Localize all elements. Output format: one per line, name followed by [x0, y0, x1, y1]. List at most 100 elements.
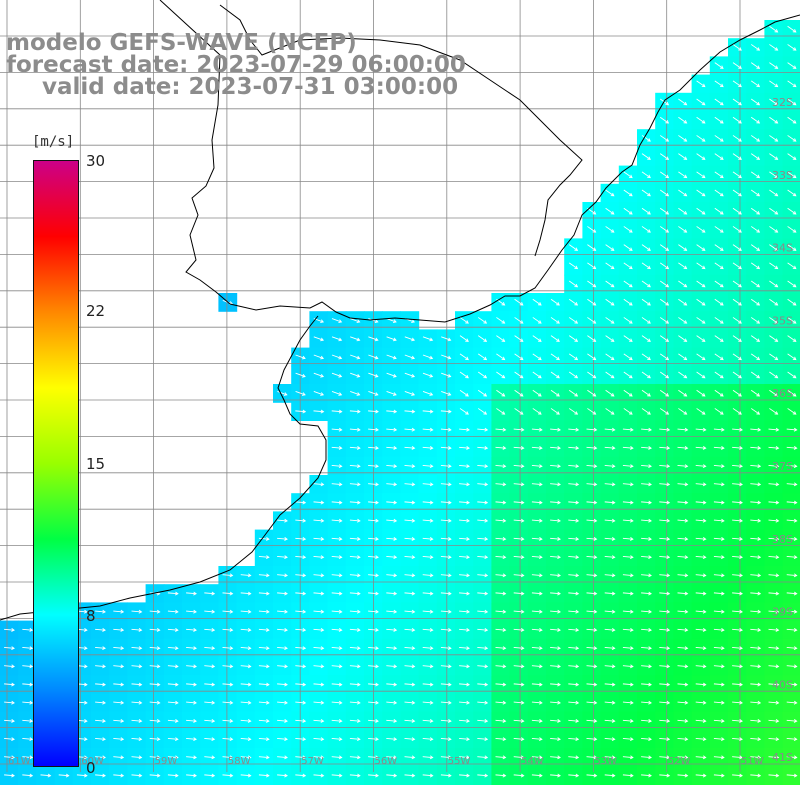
wind-arrow — [750, 335, 760, 342]
wind-arrow-head — [265, 646, 270, 651]
wind-arrow-head — [102, 737, 106, 742]
wind-arrow — [678, 226, 687, 233]
wind-arrow — [331, 501, 342, 504]
wind-arrow-head — [719, 83, 724, 88]
wind-arrow-head — [466, 719, 470, 723]
wind-arrow-head — [392, 373, 397, 378]
wind-arrow-head — [520, 682, 525, 687]
wind-arrow — [605, 353, 615, 360]
wind-arrow — [4, 628, 15, 631]
wind-arrow-head — [593, 500, 598, 505]
wind-arrow — [331, 336, 342, 341]
wind-arrow-head — [575, 700, 580, 705]
wind-arrow — [258, 701, 269, 704]
wind-arrow — [440, 628, 451, 631]
wind-arrow-head — [611, 628, 616, 632]
wind-arrow-head — [484, 518, 489, 523]
wind-arrow — [641, 701, 652, 704]
wind-arrow-head — [611, 427, 616, 432]
wind-arrow — [495, 701, 506, 704]
wind-arrow-head — [138, 682, 143, 687]
wind-arrow-head — [720, 664, 725, 669]
wind-arrow-head — [11, 700, 15, 705]
wind-arrow — [732, 135, 742, 142]
wind-arrow-head — [701, 192, 706, 197]
wind-arrow — [331, 647, 342, 649]
wind-arrow — [659, 226, 669, 233]
wind-arrow — [678, 116, 687, 124]
wind-arrow — [331, 628, 342, 631]
wind-arrow-head — [774, 338, 779, 342]
wind-arrow — [22, 774, 33, 777]
wind-arrow — [313, 683, 324, 686]
wind-arrow-head — [666, 591, 671, 596]
wind-arrow-head — [719, 247, 724, 251]
wind-arrow-head — [83, 646, 88, 651]
wind-arrow-head — [393, 755, 398, 760]
wind-arrow — [695, 446, 706, 449]
wind-arrow — [295, 537, 306, 540]
wind-arrow — [678, 389, 687, 397]
wind-arrow-head — [666, 646, 671, 651]
wind-arrow — [513, 465, 524, 467]
wind-arrow — [349, 574, 360, 576]
coastline — [159, 0, 800, 323]
wind-arrow-head — [775, 664, 780, 669]
wind-arrow — [750, 701, 761, 704]
wind-arrow-head — [647, 174, 651, 179]
wind-arrow-head — [774, 120, 779, 124]
wind-arrow — [459, 683, 470, 686]
wind-arrow-head — [320, 373, 325, 378]
wind-arrow — [313, 665, 324, 667]
wind-arrow — [58, 774, 69, 777]
wind-arrow-head — [466, 573, 470, 578]
wind-arrow — [623, 226, 633, 233]
wind-arrow-head — [756, 356, 761, 361]
wind-arrow — [386, 446, 397, 449]
wind-arrow — [604, 465, 615, 467]
wind-arrow-head — [757, 464, 762, 469]
wind-arrow-head — [447, 500, 452, 505]
wind-arrow-head — [775, 446, 780, 450]
wind-arrow — [131, 665, 142, 667]
wind-arrow-head — [520, 773, 525, 778]
wind-arrow — [641, 756, 652, 758]
wind-arrow — [349, 738, 360, 740]
wind-arrow — [277, 701, 288, 704]
wind-arrow-head — [465, 338, 469, 342]
wind-arrow — [149, 774, 160, 777]
wind-arrow — [659, 610, 670, 613]
wind-arrow-head — [757, 609, 762, 614]
wind-arrow-head — [556, 356, 560, 361]
wind-arrow-head — [393, 537, 398, 541]
wind-cell — [782, 183, 800, 203]
wind-arrow-head — [537, 302, 542, 306]
wind-arrow — [167, 701, 178, 704]
wind-arrow — [404, 483, 415, 485]
wind-arrow — [514, 317, 524, 324]
wind-arrow — [568, 371, 578, 379]
wind-arrow-head — [665, 338, 670, 342]
wind-arrow — [131, 683, 142, 686]
wind-arrow — [513, 483, 524, 485]
wind-arrow-head — [610, 211, 615, 215]
wind-arrow — [750, 171, 760, 178]
wind-arrow-head — [701, 411, 706, 415]
wind-arrow-head — [666, 700, 671, 705]
wind-arrow — [659, 701, 670, 704]
wind-arrow-head — [466, 482, 470, 487]
wind-arrow-head — [629, 737, 634, 742]
wind-arrow-head — [792, 320, 797, 324]
wind-arrow-head — [701, 338, 706, 342]
wind-arrow — [750, 80, 760, 87]
wind-arrow-head — [393, 518, 398, 523]
wind-arrow-head — [538, 737, 543, 742]
wind-arrow — [258, 610, 269, 613]
wind-arrow-head — [792, 120, 797, 124]
wind-arrow-head — [447, 700, 452, 705]
wind-arrow — [404, 428, 415, 431]
wind-arrow — [622, 537, 633, 540]
lon-label: 61W — [8, 756, 31, 767]
wind-arrow — [787, 189, 797, 197]
wind-arrow-head — [629, 755, 634, 760]
